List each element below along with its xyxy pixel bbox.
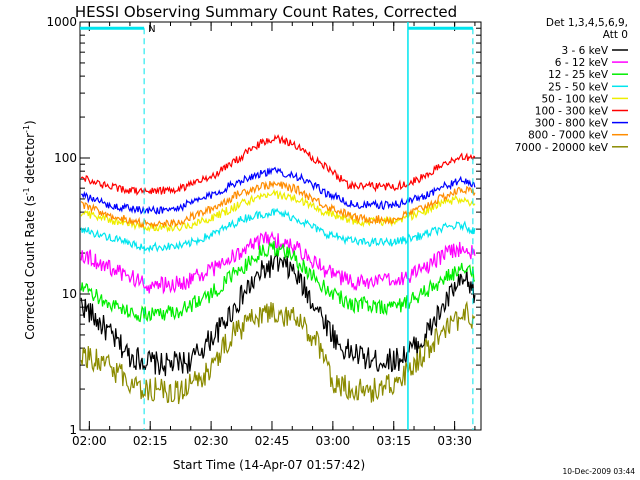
x-tick-label: 03:30 [437,434,472,448]
series-line [80,300,476,405]
series-line [80,240,475,323]
series-layer [80,134,476,405]
y-tick-label: 1000 [46,15,77,29]
legend-header-line-2: Att 0 [603,29,628,41]
legend-label: 50 - 100 keV [541,93,608,105]
x-tick-label: 02:15 [133,434,168,448]
series-line [80,134,476,196]
series-line [80,188,476,233]
tick-labels: 1 10 100 1000 02:00 02:15 02:30 02:45 03:00 03:15… [46,15,471,448]
y-axis-label-end: ) [23,120,37,125]
legend-label: 300 - 800 keV [535,118,609,130]
legend-label: 6 - 12 keV [555,57,609,69]
x-tick-label: 02:00 [72,434,107,448]
legend-label: 12 - 25 keV [548,69,609,81]
legend-label: 3 - 6 keV [561,45,608,57]
series-line [80,207,476,254]
y-axis-label-mid: detector [23,133,37,188]
legend-label: 7000 - 20000 keV [515,142,609,154]
timestamp: 10-Dec-2009 03:44 [562,467,635,476]
series-line [80,230,476,295]
y-axis-label-sup1: -1 [22,187,31,195]
plot-frame [79,21,482,431]
series-line [80,180,476,230]
y-tick-label: 10 [62,287,77,301]
x-axis-label: Start Time (14-Apr-07 01:57:42) [173,458,365,472]
axes [80,21,481,431]
x-tick-label: 03:15 [376,434,411,448]
event-markers: N [80,22,474,430]
x-tick-label: 02:30 [194,434,229,448]
legend-label: 25 - 50 keV [548,81,609,93]
y-tick-label: 1 [69,423,77,437]
plot-area [79,21,482,431]
series-line [80,251,476,377]
chart-title: HESSI Observing Summary Count Rates, Cor… [75,3,457,21]
y-axis-label: Corrected Count Rate (s-1 detector-1) [22,120,37,339]
legend-label: 800 - 7000 keV [528,130,609,142]
legend-label: 100 - 300 keV [535,106,609,118]
y-tick-label: 100 [54,151,77,165]
event-label: N [148,24,155,35]
y-axis-label-sup2: -1 [22,125,31,133]
x-tick-label: 03:00 [316,434,351,448]
y-axis-label-main: Corrected Count Rate (s [23,195,37,339]
legend-header-line-1: Det 1,3,4,5,6,9, [546,17,628,29]
x-tick-label: 02:45 [255,434,290,448]
series-line [81,166,476,215]
